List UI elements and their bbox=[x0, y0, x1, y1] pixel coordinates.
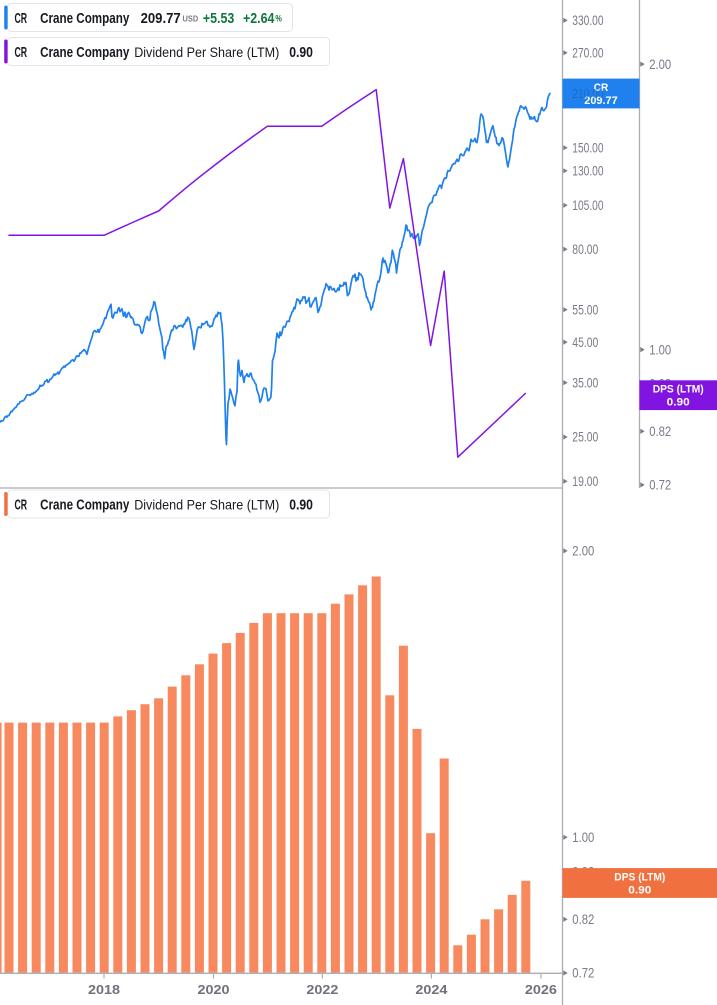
svg-text:55.00: 55.00 bbox=[572, 302, 598, 317]
svg-text:210.00: 210.00 bbox=[572, 86, 603, 101]
svg-text:35.00: 35.00 bbox=[572, 375, 598, 390]
svg-text:2.00: 2.00 bbox=[572, 544, 594, 559]
svg-text:+2.64: +2.64 bbox=[243, 11, 274, 27]
svg-text:Crane Company: Crane Company bbox=[40, 45, 129, 61]
svg-text:270.00: 270.00 bbox=[572, 46, 604, 61]
svg-text:1.00: 1.00 bbox=[649, 342, 671, 357]
svg-text:DPS (LTM): DPS (LTM) bbox=[653, 384, 704, 396]
svg-text:2026: 2026 bbox=[525, 983, 557, 997]
svg-text:19.00: 19.00 bbox=[572, 474, 598, 489]
svg-text:150.00: 150.00 bbox=[572, 140, 604, 155]
svg-text:2024: 2024 bbox=[415, 983, 447, 997]
svg-text:330.00: 330.00 bbox=[572, 13, 604, 28]
svg-text:0.82: 0.82 bbox=[572, 912, 594, 927]
svg-text:CR: CR bbox=[594, 82, 609, 94]
svg-text:0.90: 0.90 bbox=[289, 45, 313, 61]
svg-text:209.77: 209.77 bbox=[141, 11, 181, 27]
svg-text:0.82: 0.82 bbox=[649, 424, 671, 439]
svg-text:2020: 2020 bbox=[198, 983, 230, 997]
svg-text:Crane Company: Crane Company bbox=[40, 11, 129, 27]
svg-text:0.72: 0.72 bbox=[649, 478, 671, 493]
svg-text:0.90: 0.90 bbox=[289, 497, 313, 513]
svg-text:0.90: 0.90 bbox=[667, 397, 690, 409]
svg-text:Dividend Per Share (LTM): Dividend Per Share (LTM) bbox=[134, 44, 279, 60]
svg-text:CR: CR bbox=[15, 45, 28, 61]
svg-text:Crane Company: Crane Company bbox=[40, 497, 129, 513]
svg-text:0.72: 0.72 bbox=[572, 966, 594, 981]
svg-text:45.00: 45.00 bbox=[572, 335, 598, 350]
svg-text:209.77: 209.77 bbox=[584, 95, 618, 107]
svg-text:USD: USD bbox=[183, 14, 199, 24]
svg-text:0.90: 0.90 bbox=[628, 884, 651, 896]
svg-text:105.00: 105.00 bbox=[572, 198, 604, 213]
svg-text:CR: CR bbox=[15, 11, 28, 27]
svg-text:DPS (LTM): DPS (LTM) bbox=[614, 871, 665, 883]
svg-text:2018: 2018 bbox=[88, 983, 120, 997]
svg-text:CR: CR bbox=[15, 497, 28, 513]
svg-text:2.00: 2.00 bbox=[649, 57, 671, 72]
svg-text:80.00: 80.00 bbox=[572, 242, 598, 257]
svg-text:1.00: 1.00 bbox=[572, 830, 594, 845]
svg-text:+5.53: +5.53 bbox=[203, 11, 234, 27]
svg-text:Dividend Per Share (LTM): Dividend Per Share (LTM) bbox=[134, 496, 279, 512]
svg-text:25.00: 25.00 bbox=[572, 430, 598, 445]
svg-text:130.00: 130.00 bbox=[572, 164, 604, 179]
svg-text:%: % bbox=[275, 14, 282, 24]
svg-text:2022: 2022 bbox=[306, 983, 338, 997]
